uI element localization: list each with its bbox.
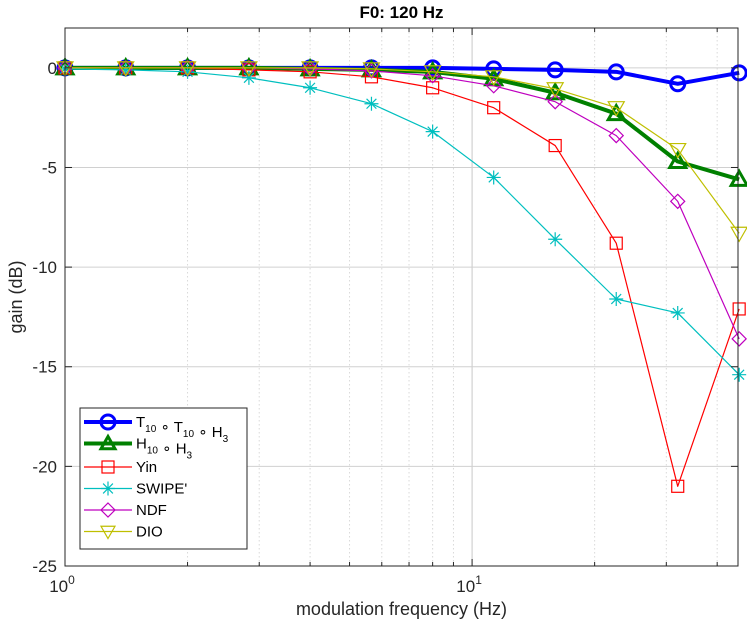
y-tick-label: 0 [48,59,57,78]
grid-lines [65,28,738,566]
y-axis-label: gain (dB) [6,260,26,333]
data-point [668,142,687,159]
data-point [425,124,440,139]
legend-entry: SWIPE' [84,481,187,498]
series-layer [54,56,747,493]
data-point [364,96,379,111]
data-point [669,193,686,210]
legend-entry: DIO [84,524,163,541]
data-point [362,62,381,79]
x-tick-label: 100 [49,573,75,596]
axes [64,27,739,567]
data-point [547,93,564,110]
data-point [546,82,565,98]
data-point [485,60,503,78]
data-point [605,102,627,122]
data-point [485,77,502,94]
legend-label: H10 ∘ H3 [136,436,193,462]
data-point [239,61,258,78]
data-point [732,302,746,316]
data-point [180,64,195,79]
data-point [116,61,135,78]
legend-label: DIO [136,524,163,541]
legend-entry: T10 ∘ T10 ∘ H3 [84,413,229,445]
data-point [671,479,685,493]
data-point [609,236,623,250]
legend-marker [99,413,117,431]
legend-marker [98,433,118,451]
data-point [424,67,441,84]
legend-marker [100,502,116,518]
data-point [607,63,625,81]
data-point [544,81,566,101]
chart-title: F0: 120 Hz [359,3,443,22]
data-point [667,150,689,170]
axes-box [64,27,739,567]
legend-entry: H10 ∘ H3 [84,433,193,462]
legend-label: NDF [136,502,167,519]
data-point [118,62,133,77]
legend-entry: Yin [84,459,157,476]
y-tick-label: -15 [32,358,57,377]
series-line [65,67,740,234]
data-point [728,168,747,187]
y-tick-label: -20 [32,457,57,476]
legend-label: SWIPE' [136,481,187,498]
data-point [548,232,563,247]
data-point [548,138,562,153]
x-axis-label: modulation frequency (Hz) [296,599,507,619]
data-point [422,60,444,80]
legend-box [79,407,248,550]
y-tick-label: -5 [42,158,57,177]
legend-label: T10 ∘ T10 ∘ H3 [136,414,229,445]
data-point [486,170,501,185]
data-point [303,80,318,95]
data-point [484,70,503,87]
series-line [64,68,740,376]
data-point [546,61,564,79]
data-point [669,75,687,93]
data-point [301,61,320,78]
y-tick-label: -10 [32,258,57,277]
data-point [732,367,747,382]
data-point [730,64,747,82]
legend-marker [101,460,115,474]
data-point [730,226,747,243]
legend-entry: NDF [84,502,167,519]
data-point [487,101,501,115]
data-point [670,305,685,320]
data-point [607,101,626,117]
data-point [178,61,197,78]
legend-marker [101,481,115,496]
data-point [241,70,256,85]
legend-marker [99,525,117,540]
data-point [731,330,747,347]
data-point [608,127,625,144]
legend-label: Yin [136,459,157,476]
data-point [303,65,317,79]
data-point [426,81,440,95]
y-tick-label: -25 [32,557,57,576]
data-point [423,65,442,82]
x-tick-label: 101 [456,573,482,596]
data-point [609,291,624,306]
